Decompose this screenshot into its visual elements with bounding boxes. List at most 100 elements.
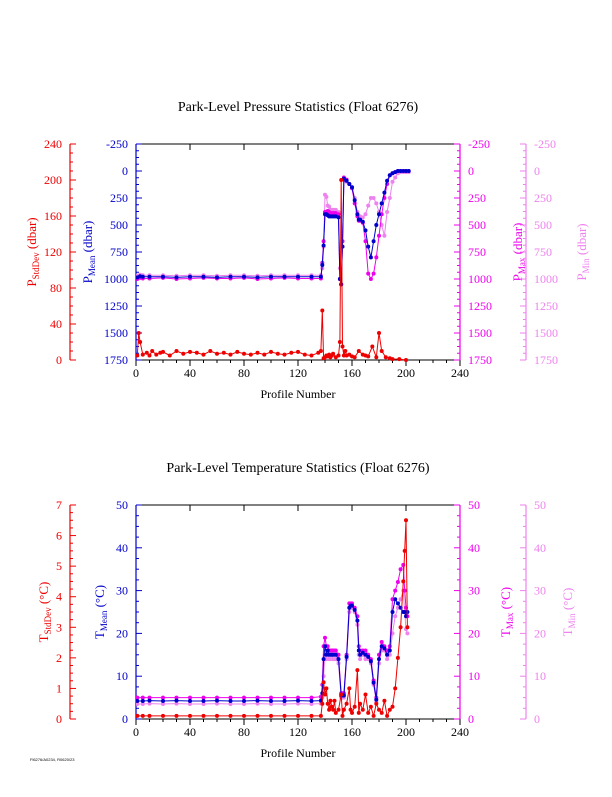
data-point-stddev: [332, 698, 337, 703]
data-point-max: [323, 635, 327, 640]
data-point-stddev: [347, 686, 352, 691]
y-tick-label-mean: 10: [116, 669, 128, 683]
y-axis-label-min: TMin (°C): [560, 588, 577, 637]
data-point-mean: [358, 652, 363, 657]
data-point-mean: [309, 699, 314, 703]
data-point-mean: [355, 618, 360, 623]
data-point-stddev: [318, 713, 323, 718]
data-point-mean: [309, 274, 314, 279]
data-point-stddev: [262, 352, 267, 357]
data-point-stddev: [333, 710, 338, 715]
data-point-stddev: [215, 351, 219, 356]
data-point-stddev: [340, 713, 345, 718]
data-point-stddev: [309, 353, 314, 358]
data-point-stddev: [201, 713, 206, 718]
data-point-stddev: [138, 340, 143, 344]
y-tick-label-min: 500: [534, 218, 552, 232]
y-axis-label-symbol: P: [574, 273, 589, 280]
data-point-stddev: [350, 710, 354, 715]
y-tick-label-max: 50: [468, 498, 480, 512]
data-point-stddev: [282, 713, 287, 718]
y-axis-label-subscript: Mean: [99, 610, 109, 631]
data-point-mean: [282, 274, 287, 279]
data-point-mean: [368, 659, 373, 664]
data-point-max: [371, 271, 376, 276]
data-point-mean: [344, 654, 349, 659]
data-point-mean: [371, 680, 376, 685]
data-point-mean: [333, 652, 338, 657]
y-tick-label-mean: 40: [116, 541, 128, 555]
x-tick-label: 200: [397, 725, 415, 739]
data-point-stddev: [331, 351, 336, 356]
data-point-mean: [325, 648, 330, 653]
y-tick-label-min: 0: [534, 164, 540, 178]
data-point-max: [395, 580, 400, 584]
y-tick-label-min: 10: [534, 669, 546, 683]
x-tick-label: 120: [289, 366, 307, 380]
data-point-stddev: [296, 713, 300, 718]
y-axis-label-symbol: P: [510, 274, 525, 281]
data-point-min: [333, 207, 338, 212]
data-point-stddev: [356, 710, 361, 715]
data-point-mean: [385, 178, 390, 183]
footnote: Fl6276/A0234, R0620/23: [30, 757, 75, 762]
data-point-mean: [352, 607, 357, 612]
y-axis-label-subscript: Max: [517, 257, 527, 274]
data-point-stddev: [355, 668, 360, 673]
data-point-stddev: [255, 713, 260, 718]
data-point-max: [215, 695, 219, 700]
data-point-stddev: [327, 707, 332, 712]
y-axis-label-subscript: Min: [567, 613, 577, 629]
data-point-mean: [215, 698, 219, 703]
data-point-mean: [161, 274, 165, 279]
data-point-mean: [387, 648, 392, 653]
data-point-mean: [269, 274, 273, 279]
data-point-stddev: [374, 355, 379, 360]
series-line-max: [137, 563, 408, 699]
data-point-mean: [318, 698, 323, 703]
data-point-max: [188, 695, 192, 700]
data-point-mean: [382, 646, 387, 651]
data-point-mean: [355, 212, 360, 217]
x-tick-label: 160: [343, 725, 361, 739]
data-point-stddev: [393, 686, 398, 691]
data-point-min: [385, 657, 390, 662]
y-axis-label-subscript: StdDev: [31, 252, 41, 280]
series-line-stddev: [137, 520, 408, 718]
data-point-stddev: [390, 704, 395, 709]
data-point-mean: [255, 275, 260, 280]
data-point-stddev: [208, 349, 213, 353]
data-point-stddev: [352, 355, 357, 360]
data-point-mean: [390, 610, 395, 614]
data-point-stddev: [395, 655, 400, 660]
x-tick-label: 200: [397, 366, 415, 380]
data-point-mean: [282, 699, 287, 703]
data-point-mean: [269, 699, 273, 703]
data-point-min: [398, 597, 403, 602]
y-tick-label-mean: 500: [110, 218, 128, 232]
data-point-max: [309, 695, 314, 700]
data-point-stddev: [401, 579, 406, 584]
y-axis-label-mean: PMean (dbar): [80, 221, 97, 284]
data-point-stddev: [404, 518, 408, 523]
data-point-min: [327, 204, 332, 209]
y-tick-label-mean: 1250: [104, 299, 128, 313]
x-tick-label: 240: [451, 366, 469, 380]
y-axis-label-stddev: TStdDev (°C): [36, 582, 53, 643]
data-point-stddev: [336, 707, 341, 712]
data-point-stddev: [154, 352, 159, 357]
y-tick-label-stddev: 7: [56, 498, 62, 512]
x-tick-label: 40: [184, 366, 196, 380]
y-tick-label-stddev: 120: [44, 245, 62, 259]
y-tick-label-mean: -250: [106, 137, 128, 151]
data-point-mean: [382, 190, 387, 195]
y-tick-label-stddev: 0: [56, 712, 62, 726]
data-point-min: [363, 212, 368, 217]
data-point-min: [405, 631, 410, 636]
y-tick-label-max: 1000: [468, 272, 492, 286]
y-tick-label-min: 0: [534, 712, 540, 726]
y-tick-label-max: 250: [468, 191, 486, 205]
y-tick-label-stddev: 40: [50, 317, 62, 331]
data-point-max: [136, 695, 140, 700]
y-tick-label-mean: 0: [122, 164, 128, 178]
